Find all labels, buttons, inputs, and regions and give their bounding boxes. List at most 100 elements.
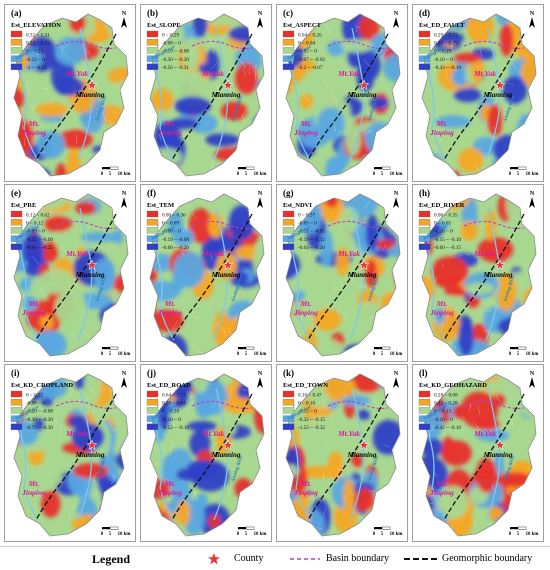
legend-swatch: [419, 31, 430, 37]
legend-swatch: [419, 391, 430, 397]
mt-jinping-label-1: Mt.: [436, 299, 448, 308]
panel-title: Est_ED_FAULT: [419, 22, 465, 29]
county-label: Mianning: [75, 271, 105, 279]
mt-jinping-label-2: Jinping: [21, 308, 46, 317]
mt-yak-label: Mt.Yak: [65, 429, 88, 438]
north-label: N: [394, 11, 399, 17]
county-label: Mianning: [75, 91, 105, 99]
mt-jinping-label-1: Mt.: [164, 119, 176, 128]
legend-class-label: -0.52 ~ -0.10: [162, 425, 189, 431]
legend-class-label: 0 ~ 0.25: [26, 392, 43, 398]
legend-swatch: [11, 47, 22, 53]
legend-swatch: [283, 391, 294, 397]
legend-class-label: 0.10 ~ 0.47: [298, 392, 322, 398]
legend-class-label: -0.64 ~ -0.20: [298, 245, 325, 251]
scale-bar: [518, 527, 526, 529]
legend-swatch: [147, 244, 158, 250]
county-label: Mianning: [347, 271, 377, 279]
map-legend: Legend County Basin boundary Geomorphic …: [0, 546, 550, 570]
north-label: N: [122, 191, 127, 197]
county-label: Mianning: [211, 271, 241, 279]
legend-swatch: [147, 407, 158, 413]
mt-jinping-label-1: Mt.: [28, 479, 40, 488]
scale-label-10: 10 km: [254, 172, 267, 177]
legend-swatch: [419, 47, 430, 53]
panel-title: Est_NDVI: [283, 202, 312, 209]
legend-basin-symbol: [290, 556, 320, 562]
legend-swatch: [11, 31, 22, 37]
legend-swatch: [419, 244, 430, 250]
north-label: N: [122, 11, 127, 17]
scale-bar: [102, 527, 110, 529]
scale-label-10: 10 km: [254, 352, 267, 357]
mt-yak-label: Mt.Yak: [337, 249, 360, 258]
mt-yak-label: Mt.Yak: [65, 69, 88, 78]
panel-title: Est_ED_TOWN: [283, 382, 328, 389]
legend-class-label: 0.00 ~ 0.36: [162, 212, 186, 218]
scale-bar: [110, 347, 118, 349]
legend-swatch: [11, 211, 22, 217]
county-label: Mianning: [211, 451, 241, 459]
county-label: Mianning: [347, 451, 377, 459]
panel-title: Est_KD_GEOHAZARD: [419, 382, 487, 389]
mt-yak-label: Mt.Yak: [473, 249, 496, 258]
panel-title: Est_ED_RIVER: [419, 202, 465, 209]
mt-jinping-label-1: Mt.: [436, 119, 448, 128]
legend-class-label: 0.29 ~ 0.73: [434, 32, 458, 38]
legend-swatch: [419, 64, 430, 70]
mt-yak-label: Mt.Yak: [201, 69, 224, 78]
scale-label-10: 10 km: [390, 532, 403, 537]
scale-bar: [110, 167, 118, 169]
scale-bar: [382, 527, 390, 529]
mt-yak-label: Mt.Yak: [473, 69, 496, 78]
scale-bar: [510, 347, 518, 349]
legend-class-label: -0.61 ~ -0.25: [26, 245, 53, 251]
legend-swatch: [11, 244, 22, 250]
north-label: N: [258, 191, 263, 197]
legend-swatch: [147, 227, 158, 233]
mt-jinping-label-2: Jinping: [157, 308, 182, 317]
scale-label-10: 10 km: [254, 532, 267, 537]
scale-bar: [246, 527, 254, 529]
legend-swatch: [147, 47, 158, 53]
county-label: Mianning: [211, 91, 241, 99]
legend-class-label: -1.52 ~ -0.32: [298, 425, 325, 431]
legend-class-label: 0 ~ 0.37: [298, 212, 315, 218]
panel-letter: (k): [283, 368, 294, 378]
legend-class-label: -0.30 ~ -0.20: [162, 57, 189, 63]
legend-swatch: [419, 219, 430, 225]
legend-class-label: -0.2 ~ -0.07: [298, 65, 323, 71]
scale-bar: [246, 167, 254, 169]
mt-yak-label: Mt.Yak: [65, 249, 88, 258]
legend-swatch: [283, 211, 294, 217]
legend-swatch: [283, 219, 294, 225]
legend-swatch: [147, 219, 158, 225]
panel-title: Est_PRE: [11, 202, 36, 209]
legend-swatch: [147, 211, 158, 217]
legend-county-symbol: [208, 553, 220, 565]
scale-bar: [102, 347, 110, 349]
panel-letter: (c): [283, 8, 293, 18]
scale-label-10: 10 km: [118, 532, 131, 537]
legend-geomorphic-symbol: [404, 556, 438, 562]
legend-swatch: [11, 391, 22, 397]
county-label: Mianning: [75, 451, 105, 459]
panel-letter: (g): [283, 188, 294, 198]
legend-swatch: [419, 39, 430, 45]
mt-jinping-label-2: Jinping: [21, 488, 46, 497]
north-label: N: [530, 371, 535, 377]
legend-class-label: -0.10 ~ 0: [434, 57, 453, 63]
legend-class-label: -1 ~ -0.12: [26, 65, 47, 71]
mt-jinping-label-2: Jinping: [429, 308, 454, 317]
legend-class-label: -0.10 ~ 0: [162, 417, 181, 423]
scale-label-10: 10 km: [390, 352, 403, 357]
